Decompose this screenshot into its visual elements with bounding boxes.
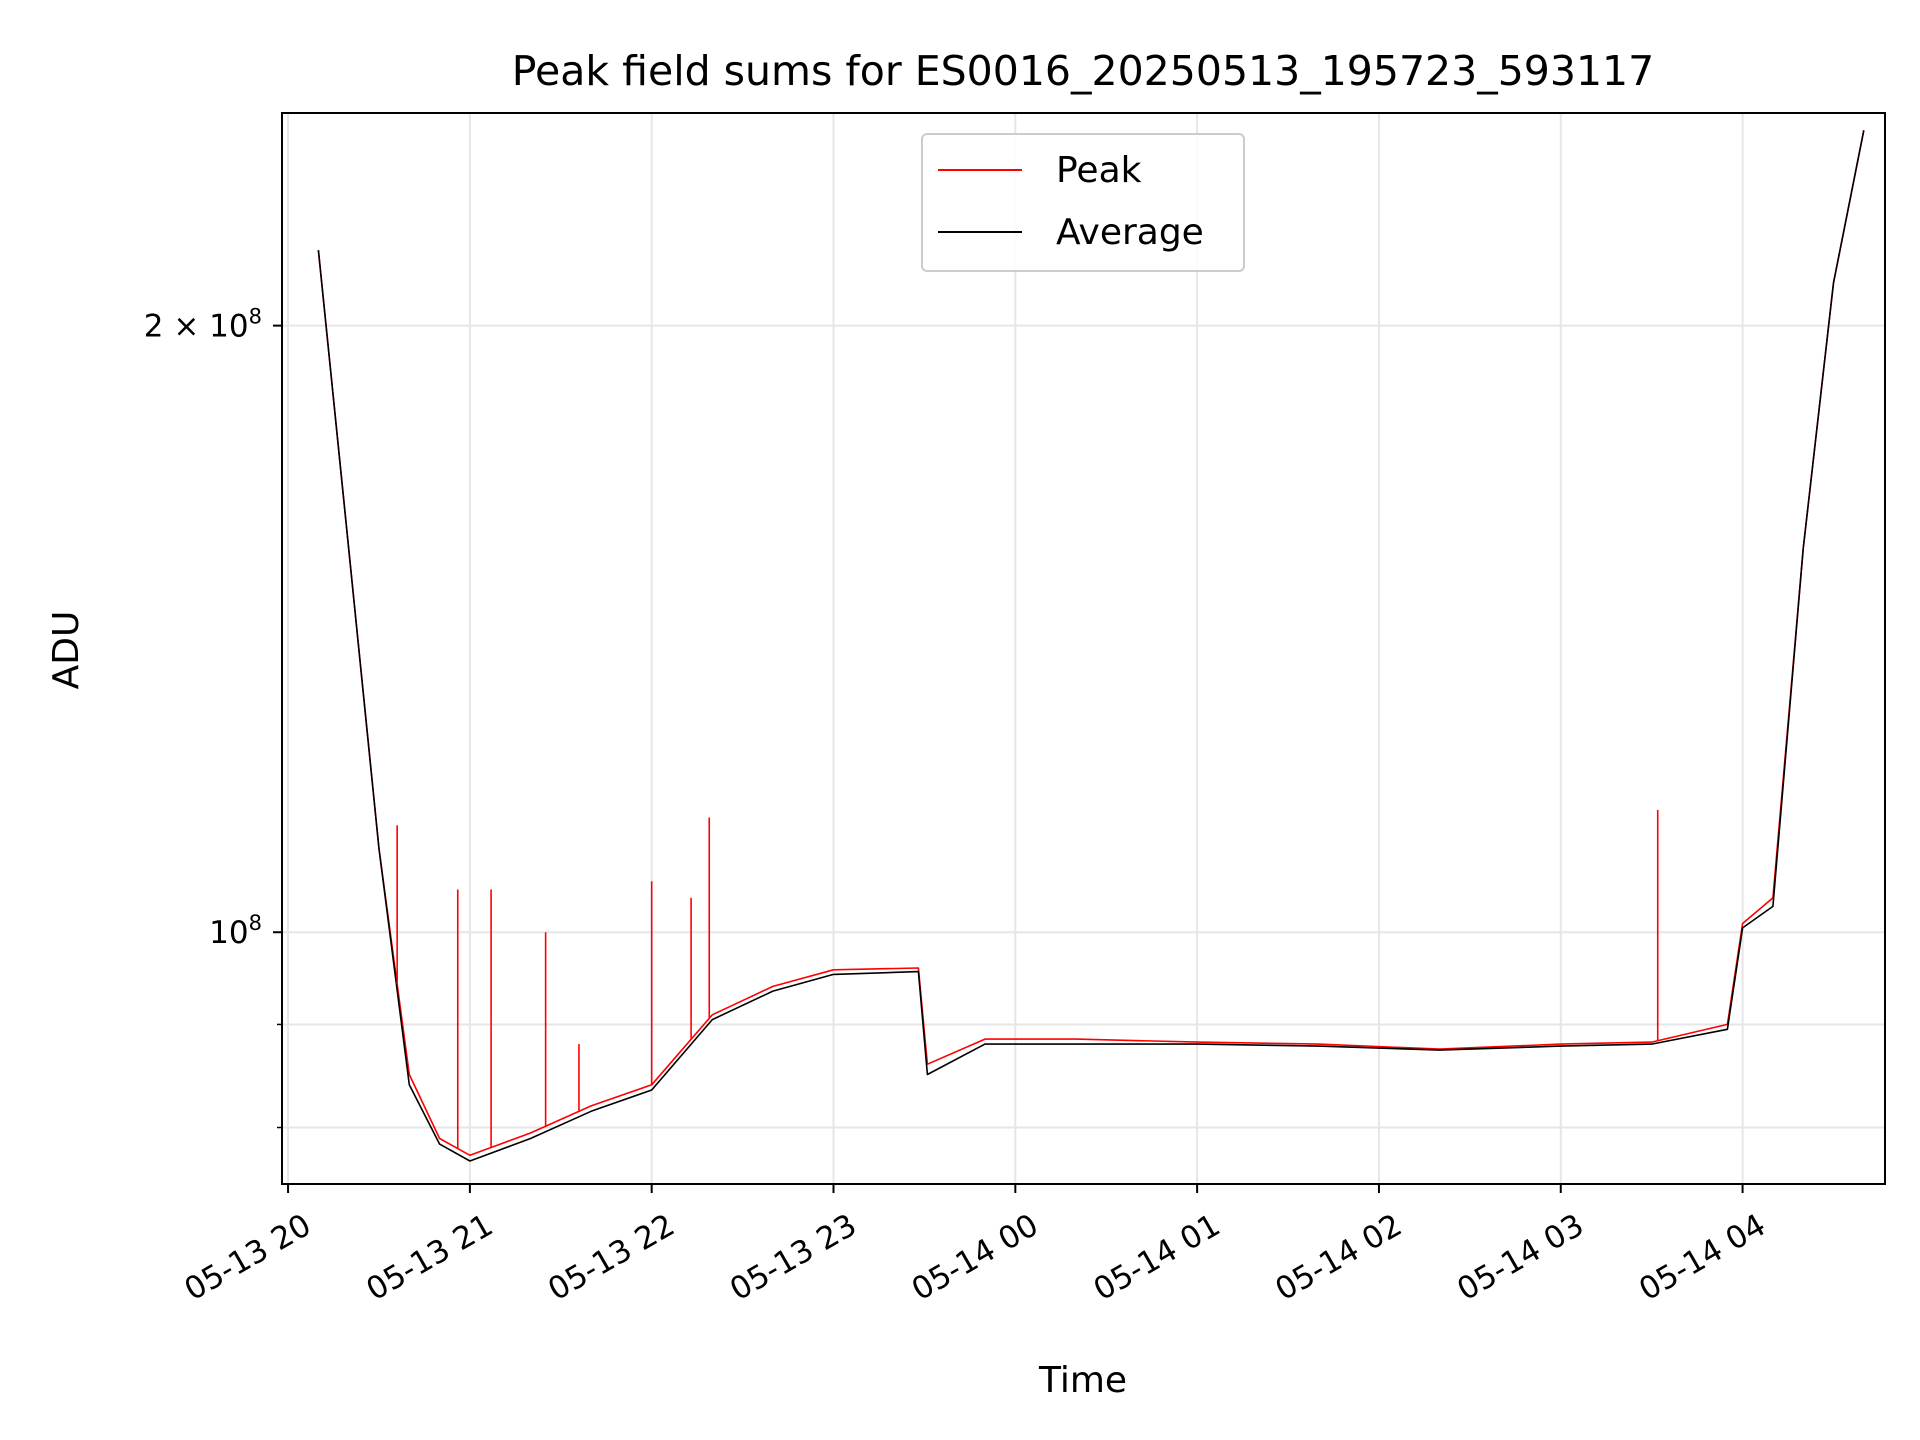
legend-box bbox=[921, 133, 1245, 272]
x-tick-label: 05-14 01 bbox=[1088, 1207, 1227, 1308]
grid bbox=[282, 113, 1885, 1184]
x-tick-label: 05-14 04 bbox=[1633, 1207, 1772, 1308]
x-tick-label: 05-13 22 bbox=[542, 1207, 681, 1308]
x-tick-label: 05-13 23 bbox=[724, 1207, 863, 1308]
y-tick-label: 2 × 108 bbox=[144, 305, 262, 345]
x-tick-label: 05-14 00 bbox=[906, 1207, 1045, 1308]
chart-title: Peak field sums for ES0016_20250513_1957… bbox=[512, 47, 1654, 95]
y-axis: 108 2 × 108 bbox=[144, 305, 282, 1129]
x-axis: 05-13 20 05-13 21 05-13 22 05-13 23 05-14 00… bbox=[179, 1184, 1772, 1308]
legend-label-average: Average bbox=[1056, 212, 1204, 253]
x-tick-label: 05-14 02 bbox=[1269, 1207, 1408, 1308]
y-axis-label: ADU bbox=[46, 611, 87, 690]
legend-label-peak: Peak bbox=[1056, 150, 1142, 191]
x-tick-label: 05-13 21 bbox=[360, 1207, 499, 1308]
plot-frame bbox=[281, 112, 1886, 1185]
x-tick-label: 05-14 03 bbox=[1451, 1207, 1590, 1308]
series-line-average bbox=[317, 130, 1865, 1162]
series-layer bbox=[317, 130, 1865, 1162]
y-tick-label: 108 bbox=[209, 911, 262, 951]
x-axis-label: Time bbox=[1038, 1360, 1127, 1401]
x-tick-label: 05-13 20 bbox=[179, 1207, 318, 1308]
legend: Peak Average bbox=[921, 133, 1245, 272]
series-line-peak bbox=[317, 130, 1865, 1157]
